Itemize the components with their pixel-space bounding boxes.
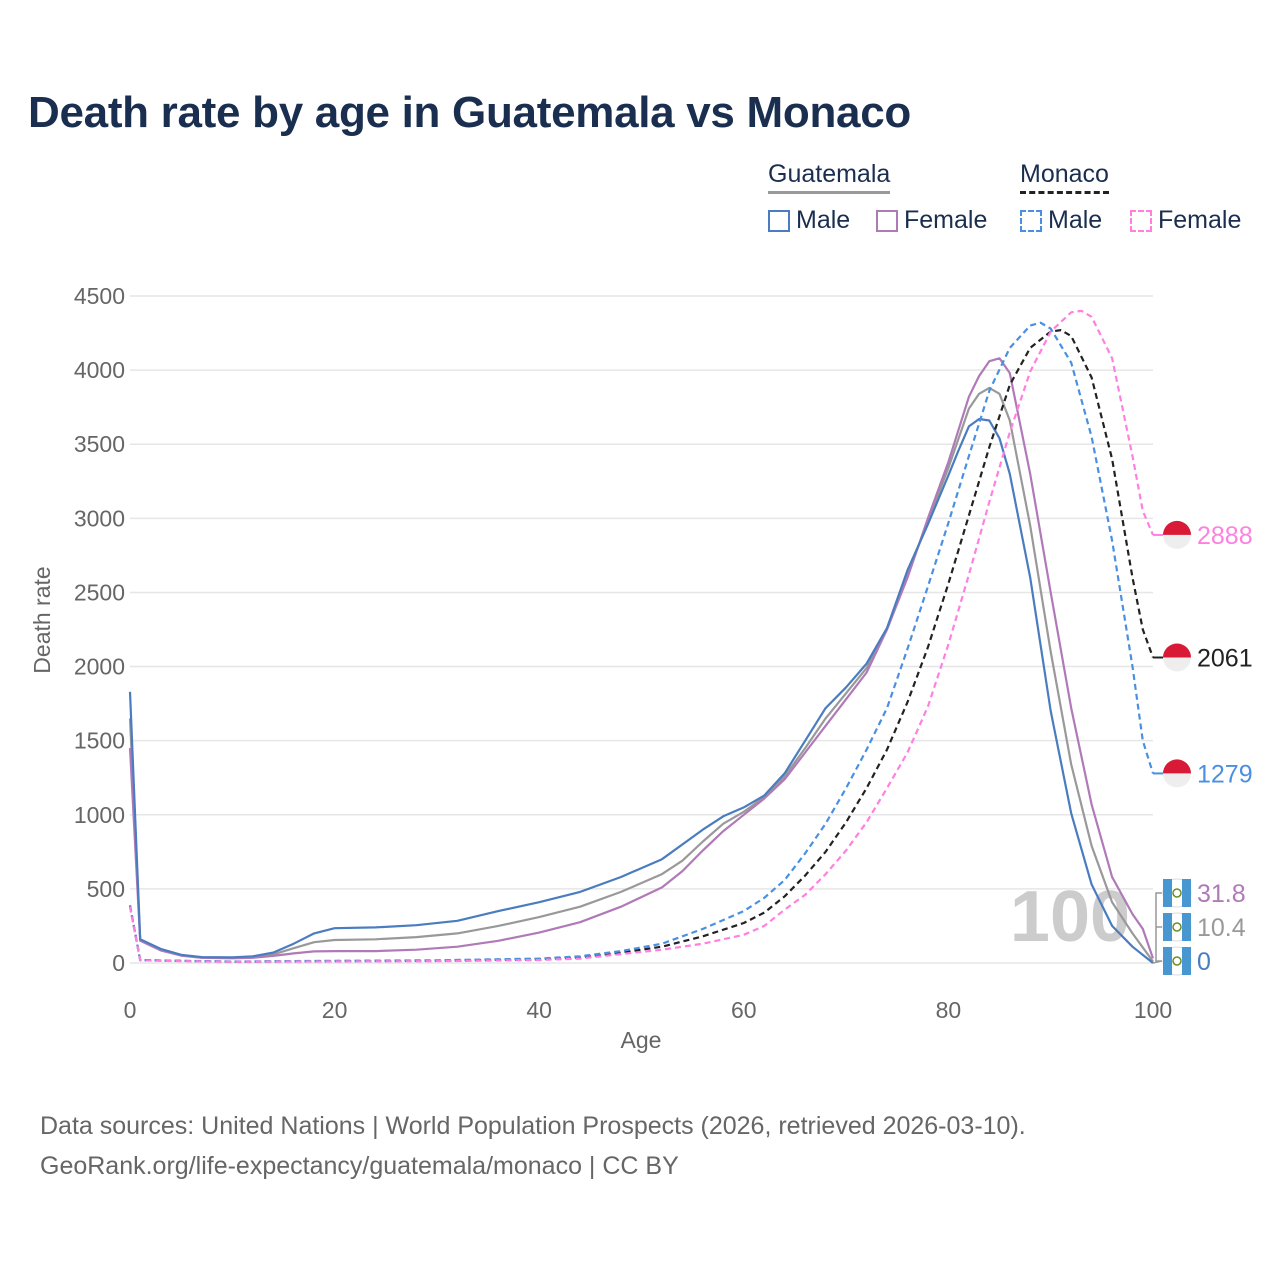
y-tick-label: 500 bbox=[87, 876, 125, 902]
x-tick-label: 20 bbox=[322, 997, 348, 1023]
end-label-monaco-female: 2888 bbox=[1197, 522, 1253, 550]
series-line-monaco-female[interactable] bbox=[128, 309, 1155, 963]
flag-monaco-icon bbox=[1163, 643, 1191, 672]
y-axis-ticks: 0 500 1000 1500 2000 2500 3000 3500 4000 4500 bbox=[74, 283, 125, 976]
end-label-guatemala-total: 10.4 bbox=[1197, 914, 1246, 942]
chart-title: Death rate by age in Guatemala vs Monaco bbox=[28, 88, 911, 137]
flag-monaco-icon bbox=[1163, 759, 1191, 788]
legend-group-guatemala-label: Guatemala bbox=[768, 160, 891, 188]
x-axis-label: Age bbox=[621, 1027, 662, 1053]
grid bbox=[130, 295, 1153, 964]
footer-sources: Data sources: United Nations | World Pop… bbox=[40, 1112, 1026, 1140]
legend-item-monaco-female[interactable]: Female bbox=[1130, 206, 1241, 235]
y-tick-label: 2000 bbox=[74, 654, 125, 680]
end-label-guatemala-female: 31.8 bbox=[1197, 880, 1246, 908]
end-label-monaco-male: 1279 bbox=[1197, 760, 1253, 788]
end-label-guatemala-male: 0 bbox=[1197, 948, 1211, 976]
series-line-guatemala-total[interactable] bbox=[128, 386, 1154, 963]
x-tick-label: 80 bbox=[936, 997, 962, 1023]
legend-label-monaco-male: Male bbox=[1048, 206, 1103, 234]
y-axis-label: Death rate bbox=[29, 566, 55, 673]
end-label-bracket bbox=[1152, 533, 1163, 964]
x-tick-label: 0 bbox=[124, 997, 137, 1023]
legend-group-guatemala-line bbox=[768, 191, 891, 194]
series-line-guatemala-male[interactable] bbox=[128, 417, 1154, 964]
y-tick-label: 4500 bbox=[74, 283, 125, 309]
flag-monaco-icon bbox=[1163, 520, 1191, 549]
year-watermark: 100 bbox=[1010, 877, 1130, 957]
legend-group-monaco: Monaco bbox=[1020, 160, 1109, 194]
guatemala-label-bracket bbox=[1152, 892, 1163, 964]
x-tick-label: 40 bbox=[526, 997, 552, 1023]
legend-swatch-guatemala-female bbox=[876, 209, 898, 232]
series-lines bbox=[128, 309, 1155, 964]
y-tick-label: 3500 bbox=[74, 431, 125, 457]
y-tick-label: 2500 bbox=[74, 579, 125, 605]
y-tick-label: 1000 bbox=[74, 802, 125, 828]
series-line-guatemala-female[interactable] bbox=[128, 357, 1155, 960]
y-tick-label: 1500 bbox=[74, 728, 125, 754]
legend-group-monaco-line bbox=[1020, 191, 1109, 194]
x-tick-label: 60 bbox=[731, 997, 757, 1023]
end-labels: 1279 2888 2061 31.8 10.4 0 bbox=[1162, 520, 1253, 976]
legend-item-monaco-male[interactable]: Male bbox=[1020, 206, 1102, 235]
series-line-monaco-male[interactable] bbox=[128, 321, 1155, 963]
legend-group-monaco-label: Monaco bbox=[1020, 160, 1109, 188]
end-label-monaco-total: 2061 bbox=[1197, 645, 1253, 673]
legend-group-guatemala: Guatemala bbox=[768, 160, 891, 194]
chart-plot: 100 050010001500200025003000350040004500… bbox=[29, 283, 1253, 1053]
x-tick-label: 100 bbox=[1134, 997, 1172, 1023]
y-tick-label: 0 bbox=[112, 950, 125, 976]
legend-swatch-monaco-male bbox=[1020, 209, 1042, 232]
legend-label-monaco-female: Female bbox=[1158, 206, 1242, 234]
footer: Data sources: United Nations | World Pop… bbox=[40, 1106, 1026, 1186]
y-tick-label: 4000 bbox=[74, 357, 125, 383]
legend-label-guatemala-male: Male bbox=[796, 206, 851, 234]
flag-guatemala-icon bbox=[1162, 912, 1192, 942]
flag-guatemala-icon bbox=[1162, 946, 1192, 976]
x-axis-ticks: 0 20 40 60 80 100 bbox=[124, 997, 1173, 1023]
legend-item-guatemala-female[interactable]: Female bbox=[876, 206, 987, 235]
legend-item-guatemala-male[interactable]: Male bbox=[768, 206, 850, 235]
legend-swatch-guatemala-male bbox=[768, 209, 790, 232]
footer-attribution[interactable]: GeoRank.org/life-expectancy/guatemala/mo… bbox=[40, 1152, 679, 1180]
flag-guatemala-icon bbox=[1162, 878, 1192, 908]
y-tick-label: 3000 bbox=[74, 505, 125, 531]
legend-label-guatemala-female: Female bbox=[904, 206, 988, 234]
legend-swatch-monaco-female bbox=[1130, 209, 1152, 232]
